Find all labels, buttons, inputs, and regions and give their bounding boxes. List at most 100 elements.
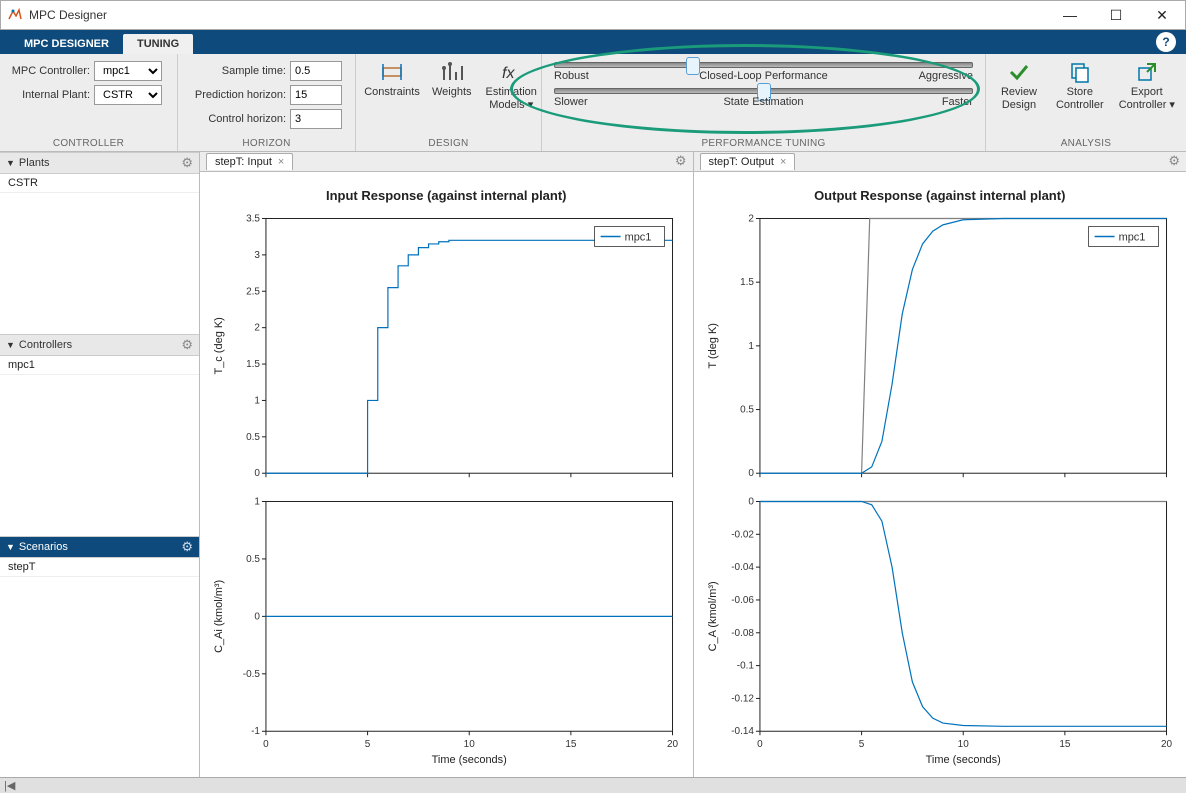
close-icon[interactable]: ×: [780, 156, 786, 168]
state-estimation-slider[interactable]: Slower State Estimation Faster: [554, 88, 973, 108]
doc-tab-row: stepT: Input × ⚙: [200, 152, 693, 172]
svg-text:2: 2: [748, 213, 754, 224]
prediction-horizon-label: Prediction horizon:: [186, 89, 286, 101]
plot-CAi[interactable]: -1-0.500.5105101520C_Ai (kmol/m³)Time (s…: [208, 494, 685, 769]
doc-tab-row: stepT: Output × ⚙: [694, 152, 1186, 172]
svg-text:10: 10: [464, 740, 476, 751]
weights-button[interactable]: Weights: [430, 58, 474, 114]
svg-text:0: 0: [748, 497, 754, 508]
plant-item[interactable]: CSTR: [0, 174, 199, 193]
svg-text:-0.08: -0.08: [731, 628, 754, 639]
svg-text:-0.04: -0.04: [731, 562, 754, 573]
analysis-section: Review Design Store Controller Export Co…: [986, 54, 1186, 151]
svg-text:0: 0: [757, 740, 763, 751]
svg-text:1: 1: [254, 497, 260, 508]
constraints-button[interactable]: Constraints: [364, 58, 420, 114]
controller-item[interactable]: mpc1: [0, 356, 199, 375]
close-button[interactable]: ✕: [1139, 0, 1185, 30]
collapse-icon: ▼: [6, 158, 15, 168]
checkmark-icon: [1007, 60, 1031, 84]
svg-text:5: 5: [365, 740, 371, 751]
help-button[interactable]: ?: [1156, 32, 1176, 52]
gear-icon[interactable]: ⚙: [181, 337, 193, 353]
collapse-icon: ▼: [6, 542, 15, 552]
close-icon[interactable]: ×: [278, 156, 284, 168]
svg-text:0: 0: [263, 740, 269, 751]
tab-mpc-designer[interactable]: MPC DESIGNER: [10, 34, 123, 54]
closed-loop-slider[interactable]: Robust Closed-Loop Performance Aggressiv…: [554, 62, 973, 82]
prediction-horizon-input[interactable]: [290, 85, 342, 105]
tab-tuning[interactable]: TUNING: [123, 34, 193, 54]
svg-text:0.5: 0.5: [246, 554, 260, 565]
svg-text:20: 20: [1160, 740, 1172, 751]
controllers-panel-header[interactable]: ▼ Controllers ⚙: [0, 334, 199, 356]
maximize-button[interactable]: ☐: [1093, 0, 1139, 30]
plot-Tc[interactable]: 00.511.522.533.5T_c (deg K)mpc1: [208, 211, 685, 489]
export-icon: [1135, 60, 1159, 84]
scenarios-panel-header[interactable]: ▼ Scenarios ⚙: [0, 536, 199, 558]
slider2-left-label: Slower: [554, 96, 588, 108]
control-horizon-input[interactable]: [290, 109, 342, 129]
sample-time-input[interactable]: [290, 61, 342, 81]
store-controller-button[interactable]: Store Controller: [1054, 58, 1106, 114]
plots-area: stepT: Input × ⚙ Input Response (against…: [200, 152, 1186, 777]
ribbon-tab-strip: MPC DESIGNER TUNING ?: [0, 30, 1186, 54]
control-horizon-label: Control horizon:: [186, 113, 286, 125]
mpc-controller-select[interactable]: mpc1: [94, 61, 162, 81]
svg-text:-0.12: -0.12: [731, 694, 754, 705]
estimation-models-button[interactable]: fx Estimation Models ▾: [484, 58, 539, 114]
svg-text:2: 2: [254, 322, 260, 333]
input-plot-column: stepT: Input × ⚙ Input Response (against…: [200, 152, 693, 777]
mpc-controller-label: MPC Controller:: [8, 65, 90, 77]
export-controller-button[interactable]: Export Controller ▾: [1116, 58, 1178, 114]
design-section-label: DESIGN: [364, 138, 533, 149]
svg-text:3.5: 3.5: [246, 213, 260, 224]
output-doc-tab[interactable]: stepT: Output ×: [700, 153, 796, 170]
plot-T[interactable]: 00.511.52T (deg K)mpc1: [702, 211, 1179, 489]
svg-text:Time (seconds): Time (seconds): [925, 755, 1000, 767]
svg-text:mpc1: mpc1: [625, 231, 652, 243]
svg-text:5: 5: [858, 740, 864, 751]
input-plot-canvas: Input Response (against internal plant) …: [200, 172, 693, 777]
controller-section-label: CONTROLLER: [8, 138, 169, 149]
collapse-icon: ▼: [6, 340, 15, 350]
scenario-item[interactable]: stepT: [0, 558, 199, 577]
previous-icon[interactable]: |◀: [4, 779, 15, 792]
review-design-button[interactable]: Review Design: [994, 58, 1044, 114]
plants-panel-header[interactable]: ▼ Plants ⚙: [0, 152, 199, 174]
side-panel: ▼ Plants ⚙ CSTR ▼ Controllers ⚙ mpc1 ▼ S…: [0, 152, 200, 777]
svg-text:mpc1: mpc1: [1118, 231, 1145, 243]
gear-icon[interactable]: ⚙: [1168, 153, 1180, 169]
svg-text:-0.06: -0.06: [731, 595, 754, 606]
svg-text:3: 3: [254, 249, 260, 260]
svg-text:0: 0: [748, 468, 754, 479]
svg-text:0.5: 0.5: [246, 431, 260, 442]
svg-text:T (deg K): T (deg K): [706, 323, 718, 369]
svg-text:-1: -1: [251, 727, 260, 738]
sample-time-label: Sample time:: [186, 65, 286, 77]
fx-icon: fx: [499, 60, 523, 84]
svg-text:-0.1: -0.1: [736, 661, 754, 672]
svg-text:1: 1: [254, 395, 260, 406]
analysis-section-label: ANALYSIS: [994, 138, 1178, 149]
svg-text:0: 0: [254, 468, 260, 479]
minimize-button[interactable]: —: [1047, 0, 1093, 30]
svg-text:fx: fx: [502, 65, 515, 82]
gear-icon[interactable]: ⚙: [675, 153, 687, 169]
input-doc-tab[interactable]: stepT: Input ×: [206, 153, 293, 170]
gear-icon[interactable]: ⚙: [181, 539, 193, 555]
matlab-logo-icon: [7, 7, 23, 23]
gear-icon[interactable]: ⚙: [181, 155, 193, 171]
svg-text:C_Ai (kmol/m³): C_Ai (kmol/m³): [213, 580, 225, 653]
performance-tuning-section: Robust Closed-Loop Performance Aggressiv…: [542, 54, 986, 151]
scenarios-panel-body: stepT: [0, 558, 199, 577]
status-bar: |◀: [0, 777, 1186, 793]
svg-text:1: 1: [748, 340, 754, 351]
internal-plant-select[interactable]: CSTR: [94, 85, 162, 105]
window-title: MPC Designer: [29, 8, 1047, 22]
svg-text:0: 0: [254, 612, 260, 623]
plants-panel-body: CSTR: [0, 174, 199, 334]
svg-text:-0.14: -0.14: [731, 727, 754, 738]
svg-text:15: 15: [565, 740, 577, 751]
plot-CA[interactable]: -0.14-0.12-0.1-0.08-0.06-0.04-0.02005101…: [702, 494, 1179, 769]
